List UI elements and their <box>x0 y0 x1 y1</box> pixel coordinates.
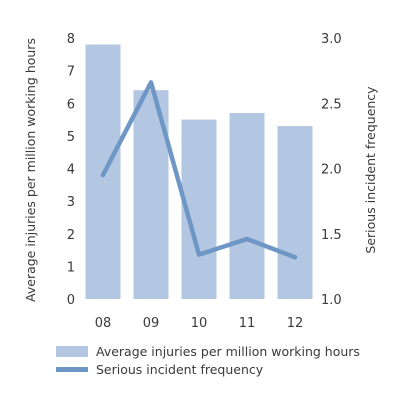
legend: Average injuries per million working hou… <box>56 342 360 378</box>
y-left-tick-3: 3 <box>67 195 75 210</box>
y-right-tick-4: 3.0 <box>321 32 342 47</box>
y-axis-right-title: Serious incident frequency <box>363 86 378 254</box>
y-right-tick-2: 2.0 <box>321 163 342 178</box>
x-tick-12: 12 <box>287 316 304 331</box>
y-left-tick-2: 2 <box>67 228 75 243</box>
legend-label-serious-incident: Serious incident frequency <box>96 361 264 377</box>
bar-12 <box>277 126 313 300</box>
bar-11 <box>229 113 265 299</box>
y-right-tick-3: 2.5 <box>321 97 342 112</box>
legend-item-serious-incident: Serious incident frequency <box>56 360 360 378</box>
x-tick-10: 10 <box>191 316 208 331</box>
line-point-11 <box>245 236 249 241</box>
line-point-12 <box>293 255 297 260</box>
line-point-10 <box>197 252 201 257</box>
y-left-tick-0: 0 <box>67 293 75 308</box>
line-point-09 <box>149 80 153 85</box>
x-tick-11: 11 <box>239 316 256 331</box>
legend-swatch-bar <box>56 345 88 357</box>
line-point-08 <box>101 173 105 178</box>
y-left-tick-8: 8 <box>67 32 75 47</box>
legend-swatch-line <box>56 366 88 372</box>
x-tick-09: 09 <box>143 316 160 331</box>
y-left-tick-4: 4 <box>67 163 75 178</box>
y-left-tick-1: 1 <box>67 260 75 275</box>
y-left-tick-7: 7 <box>67 65 75 80</box>
y-right-tick-0: 1.0 <box>321 293 342 308</box>
y-axis-left-title: Average injuries per million working hou… <box>23 38 38 302</box>
legend-item-injuries: Average injuries per million working hou… <box>56 342 360 360</box>
y-right-tick-1: 1.5 <box>321 228 342 243</box>
legend-label-injuries: Average injuries per million working hou… <box>96 343 360 359</box>
y-left-tick-6: 6 <box>67 97 75 112</box>
y-left-tick-5: 5 <box>67 130 75 145</box>
x-tick-08: 08 <box>95 316 112 331</box>
